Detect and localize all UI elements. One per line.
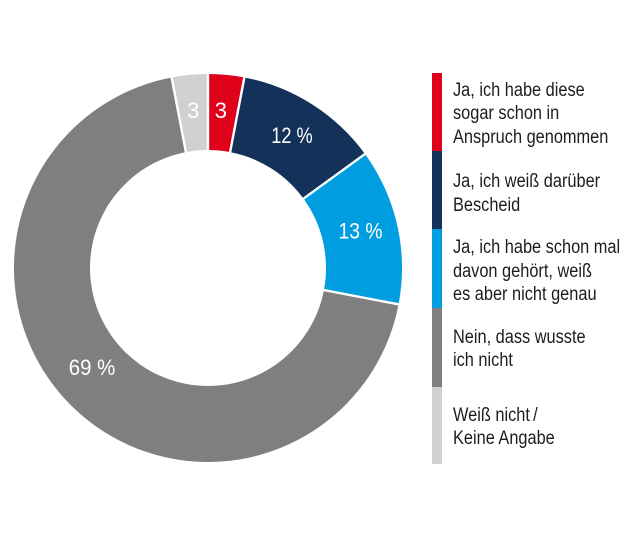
svg-text:3: 3 — [215, 98, 227, 123]
svg-text:12 %: 12 % — [271, 123, 313, 148]
svg-text:13 %: 13 % — [339, 218, 383, 243]
svg-text:3: 3 — [187, 98, 199, 123]
svg-text:69 %: 69 % — [69, 355, 116, 380]
